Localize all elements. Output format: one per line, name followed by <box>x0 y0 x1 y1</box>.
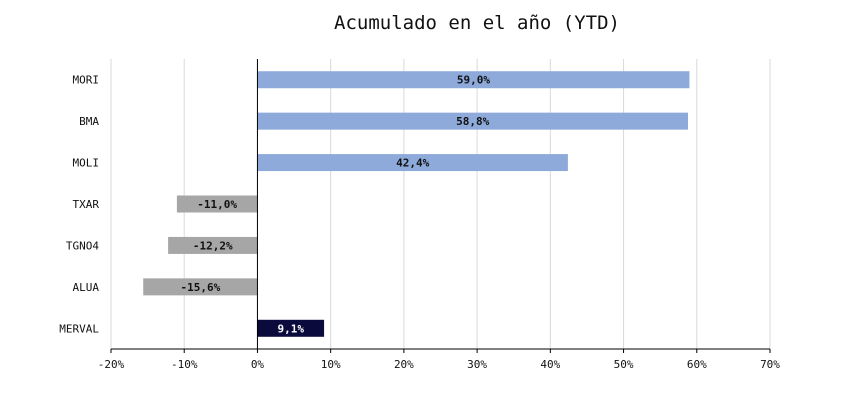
x-tick-label: 20% <box>394 358 414 371</box>
category-label: BMA <box>79 115 99 128</box>
x-tick-label: 50% <box>614 358 634 371</box>
data-label: 58,8% <box>456 115 489 128</box>
data-label: 9,1% <box>278 322 305 335</box>
category-label: TGNO4 <box>66 239 99 252</box>
data-label: -11,0% <box>197 198 237 211</box>
category-label: TXAR <box>73 198 100 211</box>
bar-mori <box>257 71 690 89</box>
grid-lines <box>110 59 771 349</box>
x-tick-label: 70% <box>760 358 780 371</box>
axes <box>110 59 771 353</box>
x-tick-label: 0% <box>251 358 265 371</box>
data-label: 59,0% <box>457 74 490 87</box>
x-tick-label: -20% <box>98 358 125 371</box>
bar-alua <box>143 278 258 296</box>
bar-merval <box>257 319 325 337</box>
category-label: MOLI <box>73 157 100 170</box>
data-label: -12,2% <box>193 239 233 252</box>
bar-bma <box>257 112 688 130</box>
x-tick-label: 10% <box>321 358 341 371</box>
x-tick-label: 60% <box>687 358 707 371</box>
data-label: 42,4% <box>396 157 429 170</box>
category-label: MORI <box>73 74 100 87</box>
bars <box>143 71 690 337</box>
category-label: MERVAL <box>59 322 99 335</box>
x-tick-label: 30% <box>467 358 487 371</box>
x-tick-label: -10% <box>171 358 198 371</box>
chart-title: Acumulado en el año (YTD) <box>334 12 620 34</box>
data-label: -15,6% <box>180 281 220 294</box>
category-label: ALUA <box>73 281 100 294</box>
labels: -20% -10% 0% 10% 20% 30% 40% 50% 60% 70% MORI 59,0%… <box>59 74 780 371</box>
bar-tgno4 <box>168 236 258 254</box>
bar-moli <box>257 154 568 172</box>
bar-txar <box>176 195 258 213</box>
x-tick-label: 40% <box>540 358 560 371</box>
